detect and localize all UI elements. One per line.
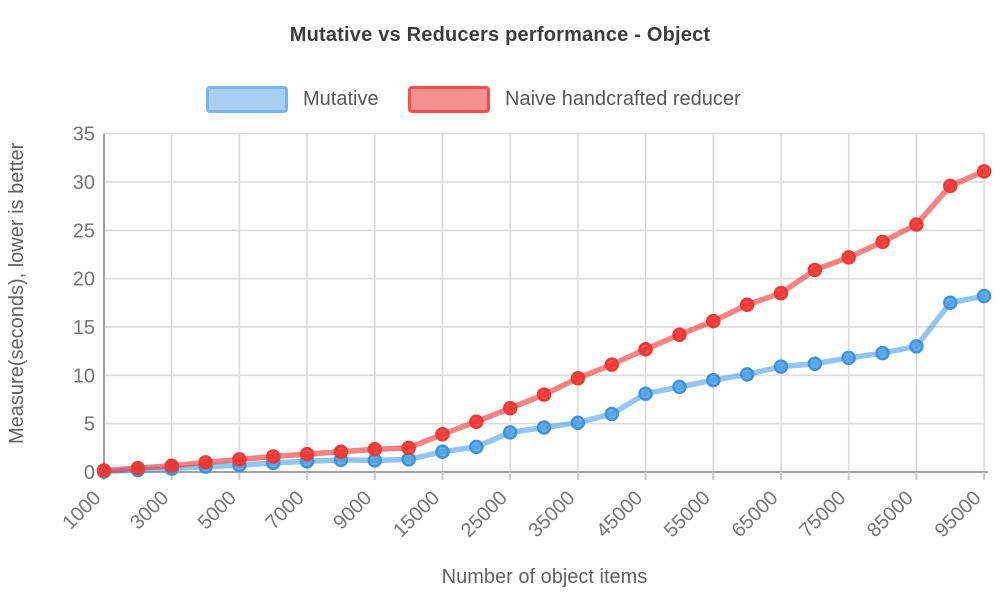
data-point-mutative [502,425,518,440]
x-tick-label: 5000 [194,487,241,534]
data-point-reducer [706,313,721,329]
data-point-reducer [367,442,383,457]
data-point-reducer [435,427,450,442]
y-tick-label: 20 [73,269,95,291]
x-tick-label: 85000 [863,487,918,542]
data-point-mutative [841,350,856,366]
x-tick-label: 65000 [728,487,783,542]
data-point-reducer [570,370,586,386]
y-tick-label: 25 [73,220,95,242]
data-point-reducer [909,217,924,232]
x-tick-label: 3000 [126,487,173,534]
data-point-reducer [502,400,518,416]
data-point-mutative [469,439,484,455]
data-point-reducer [401,440,416,456]
data-point-reducer [773,285,789,301]
data-point-reducer [333,444,349,459]
data-point-reducer [164,458,179,473]
legend-item-reducer[interactable]: Naive handcrafted reducer [408,86,741,113]
x-tick-label: 45000 [592,487,647,542]
y-tick-label: 5 [84,414,95,436]
data-point-reducer [299,446,315,462]
y-tick-label: 30 [73,172,95,194]
data-point-reducer [536,387,552,402]
data-point-reducer [672,327,687,342]
data-point-reducer [943,178,958,194]
data-point-mutative [570,415,586,430]
x-tick-label: 9000 [329,487,376,534]
data-point-mutative [706,372,721,388]
data-point-mutative [672,379,687,395]
data-point-mutative [773,359,789,374]
data-point-reducer [739,297,755,312]
data-point-mutative [739,367,755,382]
data-point-reducer [198,455,213,470]
data-point-mutative [638,386,653,401]
data-point-reducer [638,341,653,357]
x-tick-label: 55000 [660,487,715,542]
legend-item-mutative[interactable]: Mutative [206,86,379,113]
x-tick-label: 75000 [795,487,850,542]
data-point-mutative [536,420,552,435]
legend-label-reducer: Naive handcrafted reducer [505,88,741,110]
data-point-reducer [96,463,112,478]
y-tick-label: 10 [73,365,95,387]
y-tick-label: 0 [84,462,95,484]
series-line-mutative [101,293,987,475]
x-tick-label: 25000 [457,487,512,542]
data-point-mutative [807,356,823,371]
data-point-mutative [401,452,416,467]
data-point-reducer [130,460,146,476]
x-axis-title: Number of object items [441,566,648,588]
legend-swatch-reducer [408,86,490,113]
x-tick-label: 7000 [262,487,309,534]
data-point-reducer [841,250,856,265]
y-tick-label: 15 [73,317,95,339]
data-point-mutative [875,345,890,361]
x-tick-label: 95000 [931,487,986,542]
data-point-mutative [435,444,450,459]
data-point-reducer [232,452,247,467]
x-tick-label: 1000 [59,487,106,534]
x-tick-label: 15000 [389,487,444,542]
data-point-mutative [604,406,619,422]
legend-label-mutative: Mutative [303,88,379,110]
data-point-reducer [807,262,823,278]
data-point-mutative [976,288,992,304]
data-point-reducer [976,164,992,179]
data-point-reducer [469,414,484,429]
data-point-mutative [943,295,958,311]
data-point-reducer [604,357,619,372]
chart-title: Mutative vs Reducers performance - Objec… [289,24,711,46]
data-point-reducer [875,234,890,250]
legend-swatch-mutative [206,86,288,113]
x-tick-label: 35000 [525,487,580,542]
y-tick-label: 35 [73,124,95,146]
data-point-reducer [266,449,281,464]
data-point-mutative [909,339,924,354]
